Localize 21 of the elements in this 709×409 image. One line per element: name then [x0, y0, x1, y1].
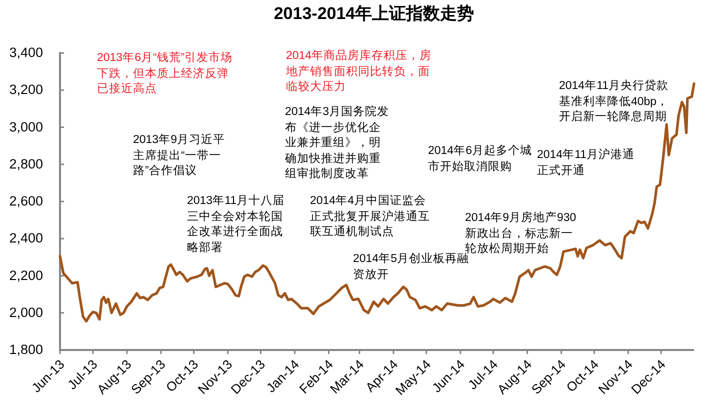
- y-tick-label: 2,600: [9, 194, 43, 208]
- chart-title: 2013-2014年上证指数走势: [274, 4, 474, 23]
- y-tick-label: 3,400: [9, 45, 43, 60]
- annotation: 2013年11月十八届三中全会对本轮国企改革进行全面战略部署: [187, 194, 286, 256]
- annotation: 2014年3月国务院发布《进一步优化企业兼并重组》，明确加快推进并购重组审批制度改革: [285, 105, 390, 182]
- annotation: 2014年9月房地产930新政出台，标志新一轮放松周期开始: [465, 211, 578, 255]
- annotation: 2014年5月创业板再融资放开: [353, 252, 469, 282]
- y-tick-label: 2,200: [9, 268, 43, 283]
- y-tick-label: 2,000: [9, 304, 43, 320]
- y-tick-label: 2,800: [9, 156, 43, 172]
- y-tick-label: 3,200: [9, 82, 43, 98]
- annotation: 2014年4月中国证监会正式批复开展沪港通互联互通机制试点: [310, 194, 431, 240]
- y-tick-label: 2,400: [9, 230, 43, 246]
- y-tick-label: 3,000: [9, 119, 43, 134]
- annotation: 2013年9月习近平主席提出“一带一路”合作倡议: [133, 133, 226, 179]
- annotation: 2014年11月央行贷款基准利率降低40bp，开启新一轮降息周期: [559, 79, 670, 125]
- annotation: 2014年6月起多个城市开始取消限购: [428, 144, 533, 174]
- annotation: 2013年6月“钱荒”引发市场下跌，但本质上经济反弹已接近高点: [97, 51, 234, 97]
- annotation: 2014年11月沪港通正式开通: [537, 148, 636, 178]
- y-tick-label: 1,800: [9, 342, 43, 357]
- annotation: 2014年商品房库存积压，房地产销售面积同比转负，面临较大压力: [286, 49, 433, 95]
